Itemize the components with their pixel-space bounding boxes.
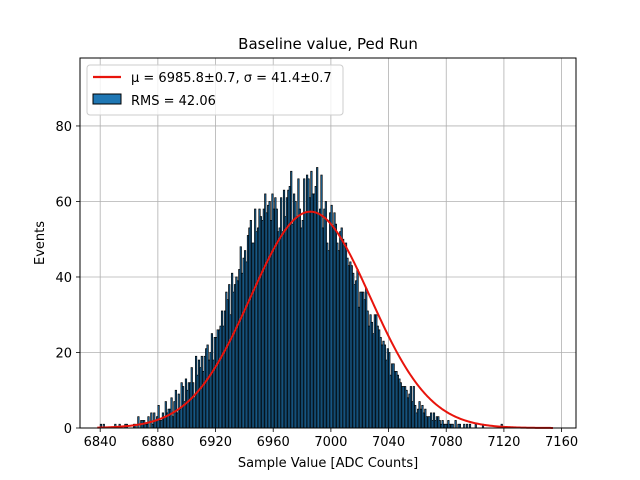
- x-tick-label: 6920: [199, 435, 232, 450]
- histogram-bar: [137, 416, 140, 429]
- histogram-bar: [466, 423, 469, 429]
- y-tick-label: 60: [55, 195, 72, 210]
- histogram-bar: [474, 423, 477, 429]
- fit-curve: [97, 210, 553, 429]
- histogram-bar: [468, 423, 472, 429]
- x-tick-label: 7080: [430, 435, 463, 450]
- x-tick-label: 7120: [487, 435, 520, 450]
- x-axis-ticks: 6840 6880 6920 6960 7000 7040 7080 7120 7160: [84, 428, 578, 450]
- y-axis-label: Events: [33, 221, 48, 265]
- x-axis-label: Sample Value [ADC Counts]: [238, 456, 418, 471]
- y-tick-label: 40: [55, 271, 72, 286]
- x-tick-label: 6960: [257, 435, 290, 450]
- x-tick-label: 7000: [314, 435, 347, 450]
- x-tick-label: 6840: [84, 435, 117, 450]
- legend-box: [86, 64, 344, 116]
- legend: μ = 6985.8±0.7, σ = 41.4±0.7 RMS = 42.06: [86, 64, 344, 116]
- histogram-bar: [451, 423, 454, 429]
- x-tick-label: 7160: [545, 435, 578, 450]
- histogram-bar: [458, 423, 462, 429]
- x-tick-label: 6880: [141, 435, 174, 450]
- y-axis-ticks: 0 20 40 60 80: [55, 120, 80, 437]
- legend-hist-label: RMS = 42.06: [131, 94, 216, 109]
- histogram-bar: [463, 423, 466, 429]
- y-tick-label: 0: [64, 422, 72, 437]
- y-tick-label: 20: [55, 346, 72, 361]
- plot-frame: [79, 57, 577, 429]
- histogram-bar: [454, 420, 457, 429]
- legend-fit-label: μ = 6985.8±0.7, σ = 41.4±0.7: [131, 71, 332, 86]
- chart-title: Baseline value, Ped Run: [238, 35, 418, 53]
- x-tick-label: 7040: [372, 435, 405, 450]
- y-tick-label: 80: [55, 120, 72, 135]
- legend-hist-swatch: [92, 93, 122, 105]
